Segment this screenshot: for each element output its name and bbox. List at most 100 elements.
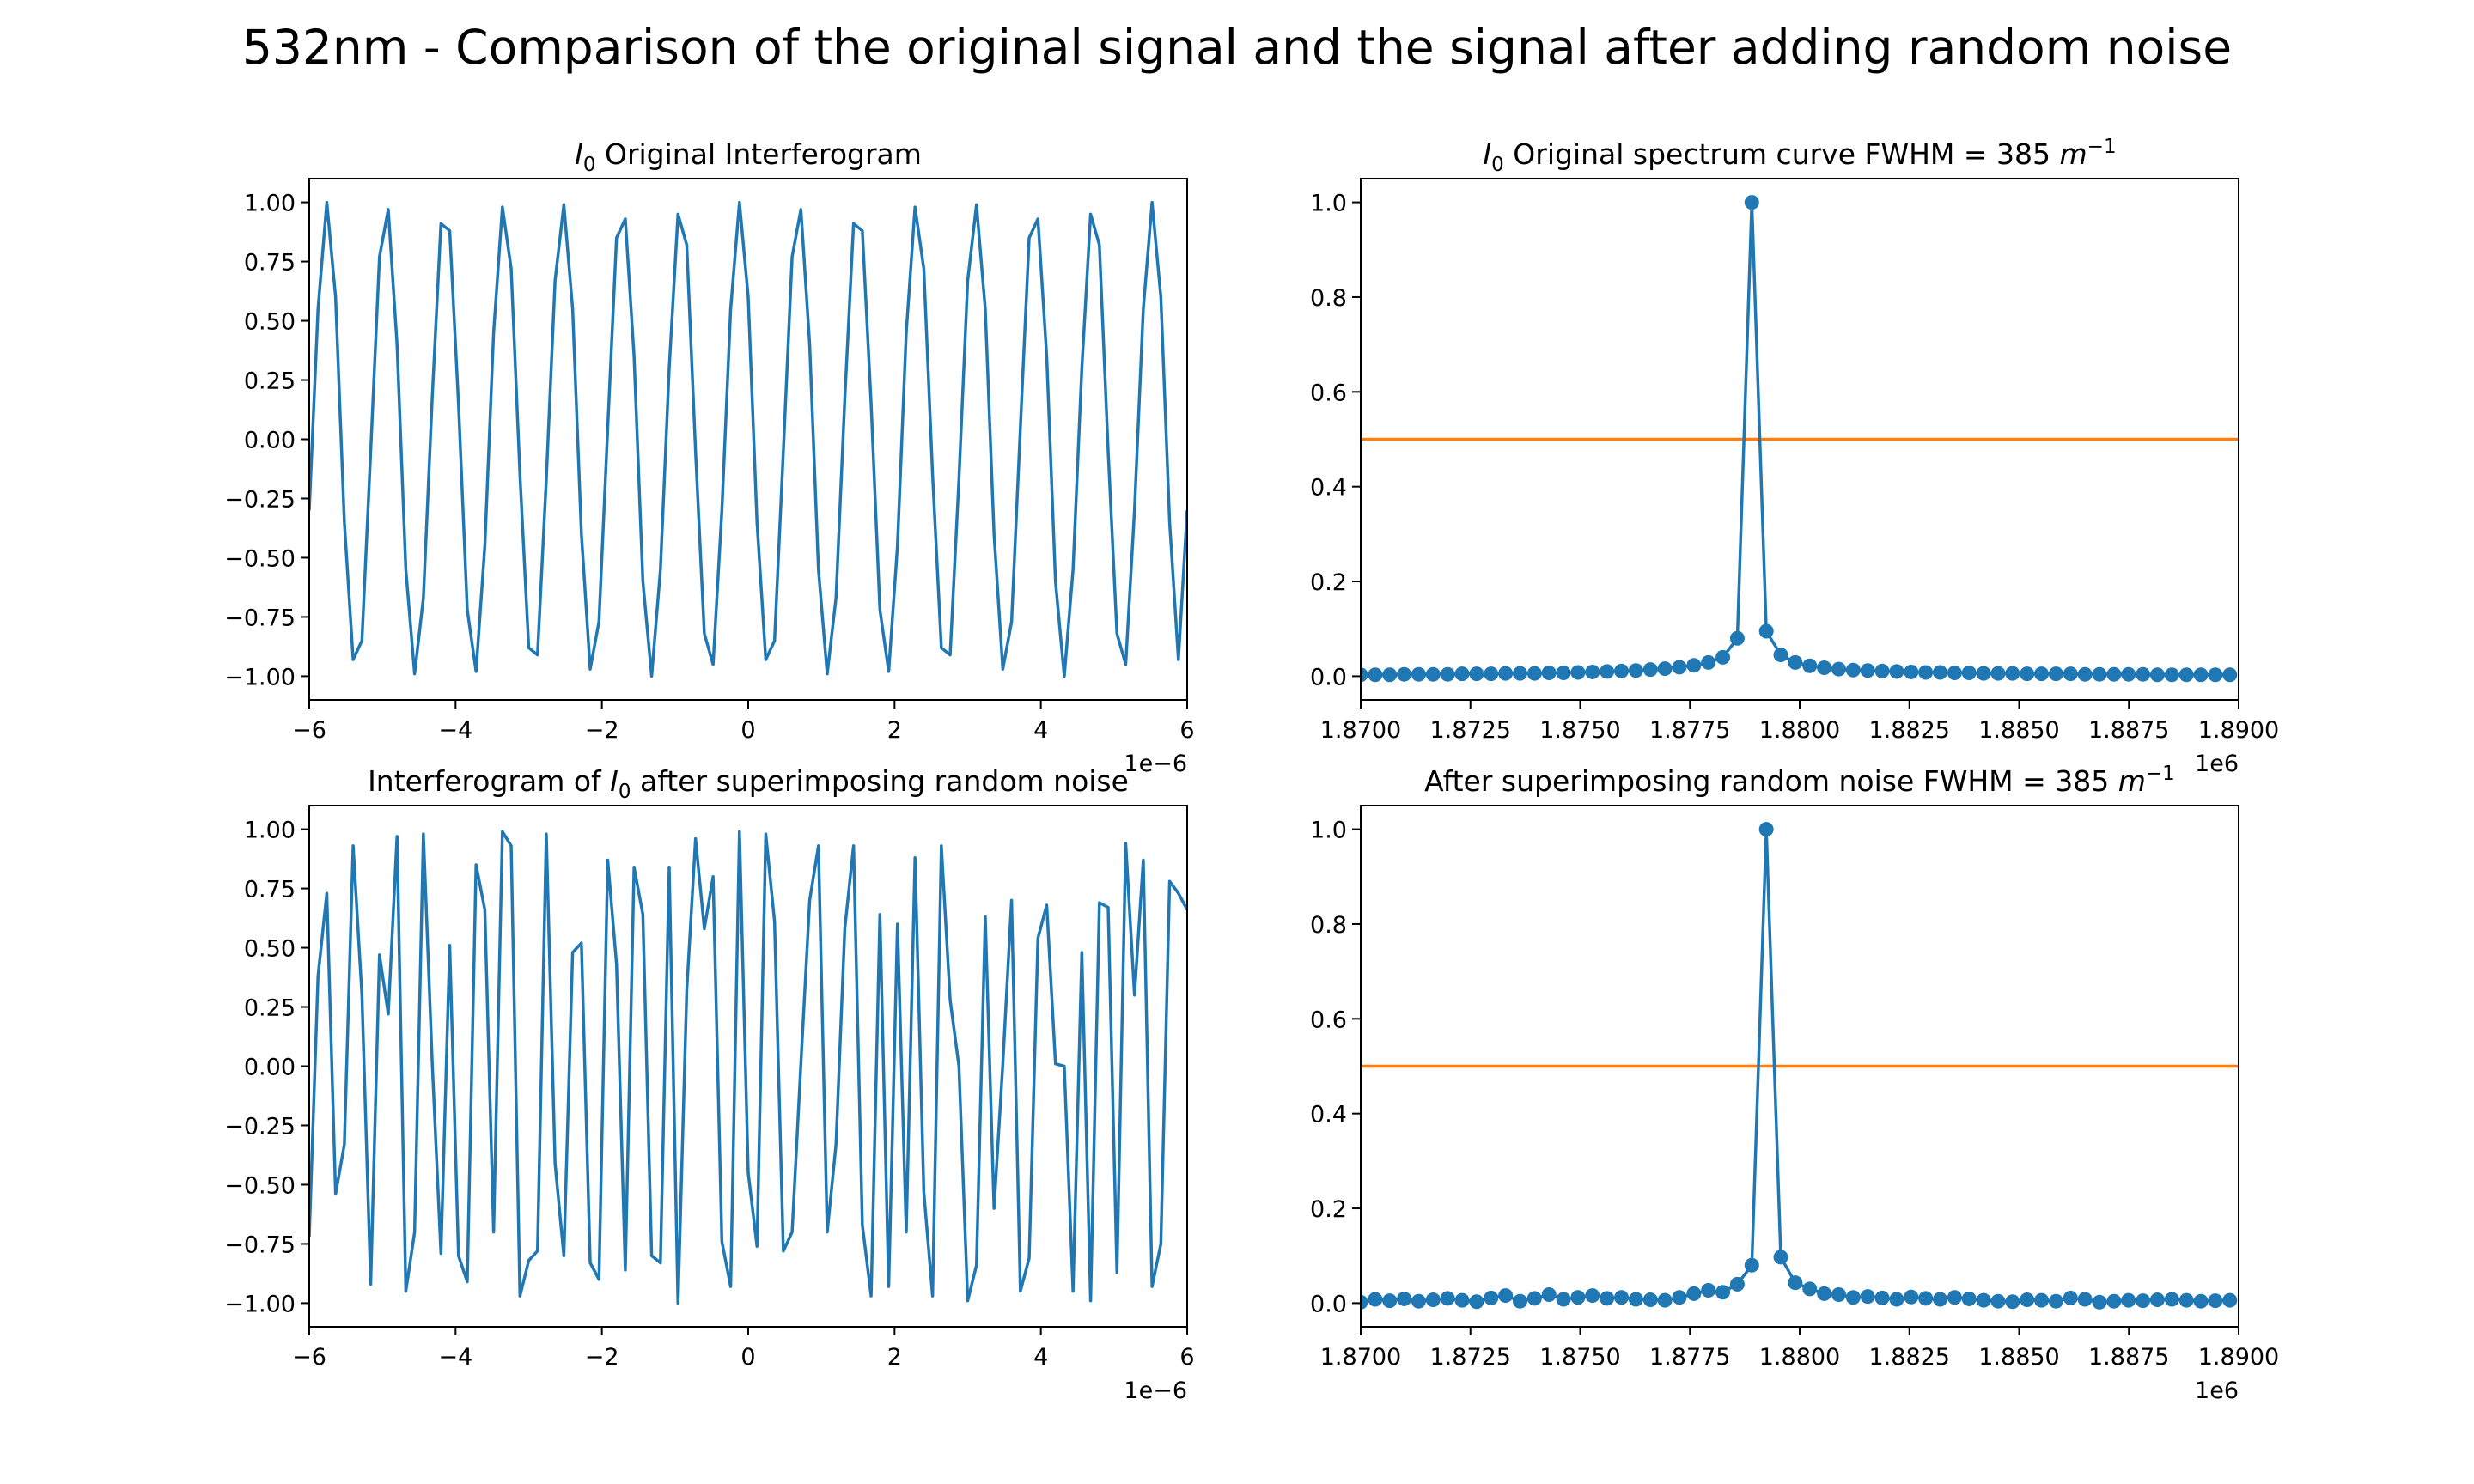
chart-title-part: I	[610, 764, 618, 798]
data-point	[2149, 667, 2165, 683]
y-tick-label: −1.00	[224, 664, 296, 690]
y-tick-label: −0.25	[224, 1113, 296, 1140]
data-point	[1817, 660, 1832, 675]
series-line	[309, 200, 1187, 678]
data-point	[1874, 663, 1890, 678]
y-tick-label: −0.50	[224, 545, 296, 572]
data-point	[1628, 663, 1643, 678]
chart-title-part: m	[2060, 137, 2087, 171]
chart-noisy-spectrum: After superimposing random noise FWHM = …	[1310, 763, 2279, 1404]
x-scale-label: 1e−6	[1124, 1378, 1187, 1404]
data-point	[1701, 654, 1716, 670]
data-point	[1933, 1292, 1948, 1307]
y-tick-label: 1.0	[1310, 191, 1347, 217]
data-point	[1526, 666, 1542, 681]
y-tick-label: 1.00	[244, 191, 296, 217]
data-point	[1411, 1293, 1426, 1309]
data-point	[1454, 1292, 1470, 1308]
data-point	[1686, 1286, 1702, 1301]
data-point	[1860, 663, 1875, 678]
data-point	[2136, 1293, 2151, 1309]
data-point	[1802, 1281, 1818, 1297]
data-point	[1657, 1292, 1673, 1308]
y-tick-label: 0.00	[244, 1055, 296, 1081]
data-point	[1845, 662, 1861, 678]
x-tick-label: 1.8825	[1869, 717, 1950, 744]
data-point	[1874, 1290, 1890, 1305]
data-point	[1628, 1292, 1643, 1307]
data-point	[1411, 666, 1426, 682]
x-scale-label: 1e−6	[1124, 751, 1187, 777]
x-tick-label: 1.8725	[1430, 1344, 1511, 1371]
data-point	[1845, 1290, 1861, 1305]
data-point	[1469, 1294, 1484, 1310]
x-tick-label: 1.8775	[1649, 1344, 1730, 1371]
data-point	[2048, 1293, 2063, 1309]
data-point	[1425, 666, 1441, 682]
data-point	[1788, 654, 1803, 670]
y-tick-label: 0.4	[1310, 1102, 1347, 1128]
x-tick-label: 6	[1179, 1344, 1194, 1371]
data-point	[1758, 822, 1774, 837]
data-point	[1672, 1290, 1687, 1305]
x-scale-label: 1e6	[2195, 751, 2239, 777]
data-point	[2164, 667, 2179, 683]
y-tick-label: 0.00	[244, 428, 296, 454]
chart-title: Interferogram of I0 after superimposing …	[368, 764, 1129, 803]
data-point	[2048, 666, 2063, 682]
data-point	[1397, 666, 1412, 682]
data-point	[2136, 666, 2151, 682]
data-point	[1614, 663, 1630, 678]
data-point	[1600, 1291, 1615, 1306]
data-point	[2121, 1292, 2136, 1308]
data-point	[1556, 1292, 1571, 1307]
x-tick-label: 1.8850	[1978, 1344, 2059, 1371]
data-point	[1368, 1292, 1383, 1307]
data-point	[1484, 1290, 1499, 1305]
data-point	[1526, 1291, 1542, 1306]
x-tick-label: −4	[438, 1344, 472, 1371]
data-point	[1657, 661, 1673, 677]
y-tick-label: −1.00	[224, 1291, 296, 1317]
data-point	[1512, 1293, 1527, 1309]
y-tick-label: 1.00	[244, 818, 296, 844]
chart-title-part: Original Interferogram	[595, 137, 921, 171]
data-point	[1889, 664, 1904, 679]
y-tick-label: 0.75	[244, 877, 296, 903]
x-tick-label: 1.8825	[1869, 1344, 1950, 1371]
x-tick-label: 0	[740, 717, 755, 744]
data-point	[1976, 666, 1991, 681]
data-point	[2020, 1292, 2035, 1308]
data-point	[2005, 666, 2020, 681]
x-tick-label: 1.8875	[2088, 1344, 2169, 1371]
chart-title: After superimposing random noise FWHM = …	[1424, 763, 2175, 798]
data-point	[1918, 1291, 1934, 1306]
data-point	[1361, 1294, 1368, 1310]
x-tick-label: 1.8900	[2198, 1344, 2279, 1371]
data-point	[1904, 664, 1919, 679]
data-point	[1361, 667, 1368, 683]
chart-title-part: 0	[1491, 154, 1504, 176]
x-tick-label: 1.8750	[1539, 1344, 1620, 1371]
data-point	[1642, 662, 1658, 678]
data-point	[1701, 1283, 1716, 1298]
x-tick-label: 1.8725	[1430, 717, 1511, 744]
data-point	[1729, 630, 1745, 646]
data-point	[2020, 666, 2035, 682]
axes-frame	[308, 805, 1188, 1328]
data-point	[1686, 658, 1702, 673]
data-point	[1484, 666, 1499, 682]
x-tick-label: −4	[438, 717, 472, 744]
data-point	[2193, 667, 2209, 683]
x-tick-label: 1.8900	[2198, 717, 2279, 744]
x-tick-label: 1.8700	[1320, 1344, 1401, 1371]
x-tick-label: 2	[887, 1344, 902, 1371]
data-point	[1600, 664, 1615, 679]
chart-title-part: I	[575, 137, 583, 171]
data-point	[1440, 666, 1455, 682]
data-point	[2063, 666, 2078, 682]
plot-area	[1361, 195, 2239, 683]
axes-frame	[1360, 178, 2239, 701]
data-point	[1831, 661, 1846, 677]
